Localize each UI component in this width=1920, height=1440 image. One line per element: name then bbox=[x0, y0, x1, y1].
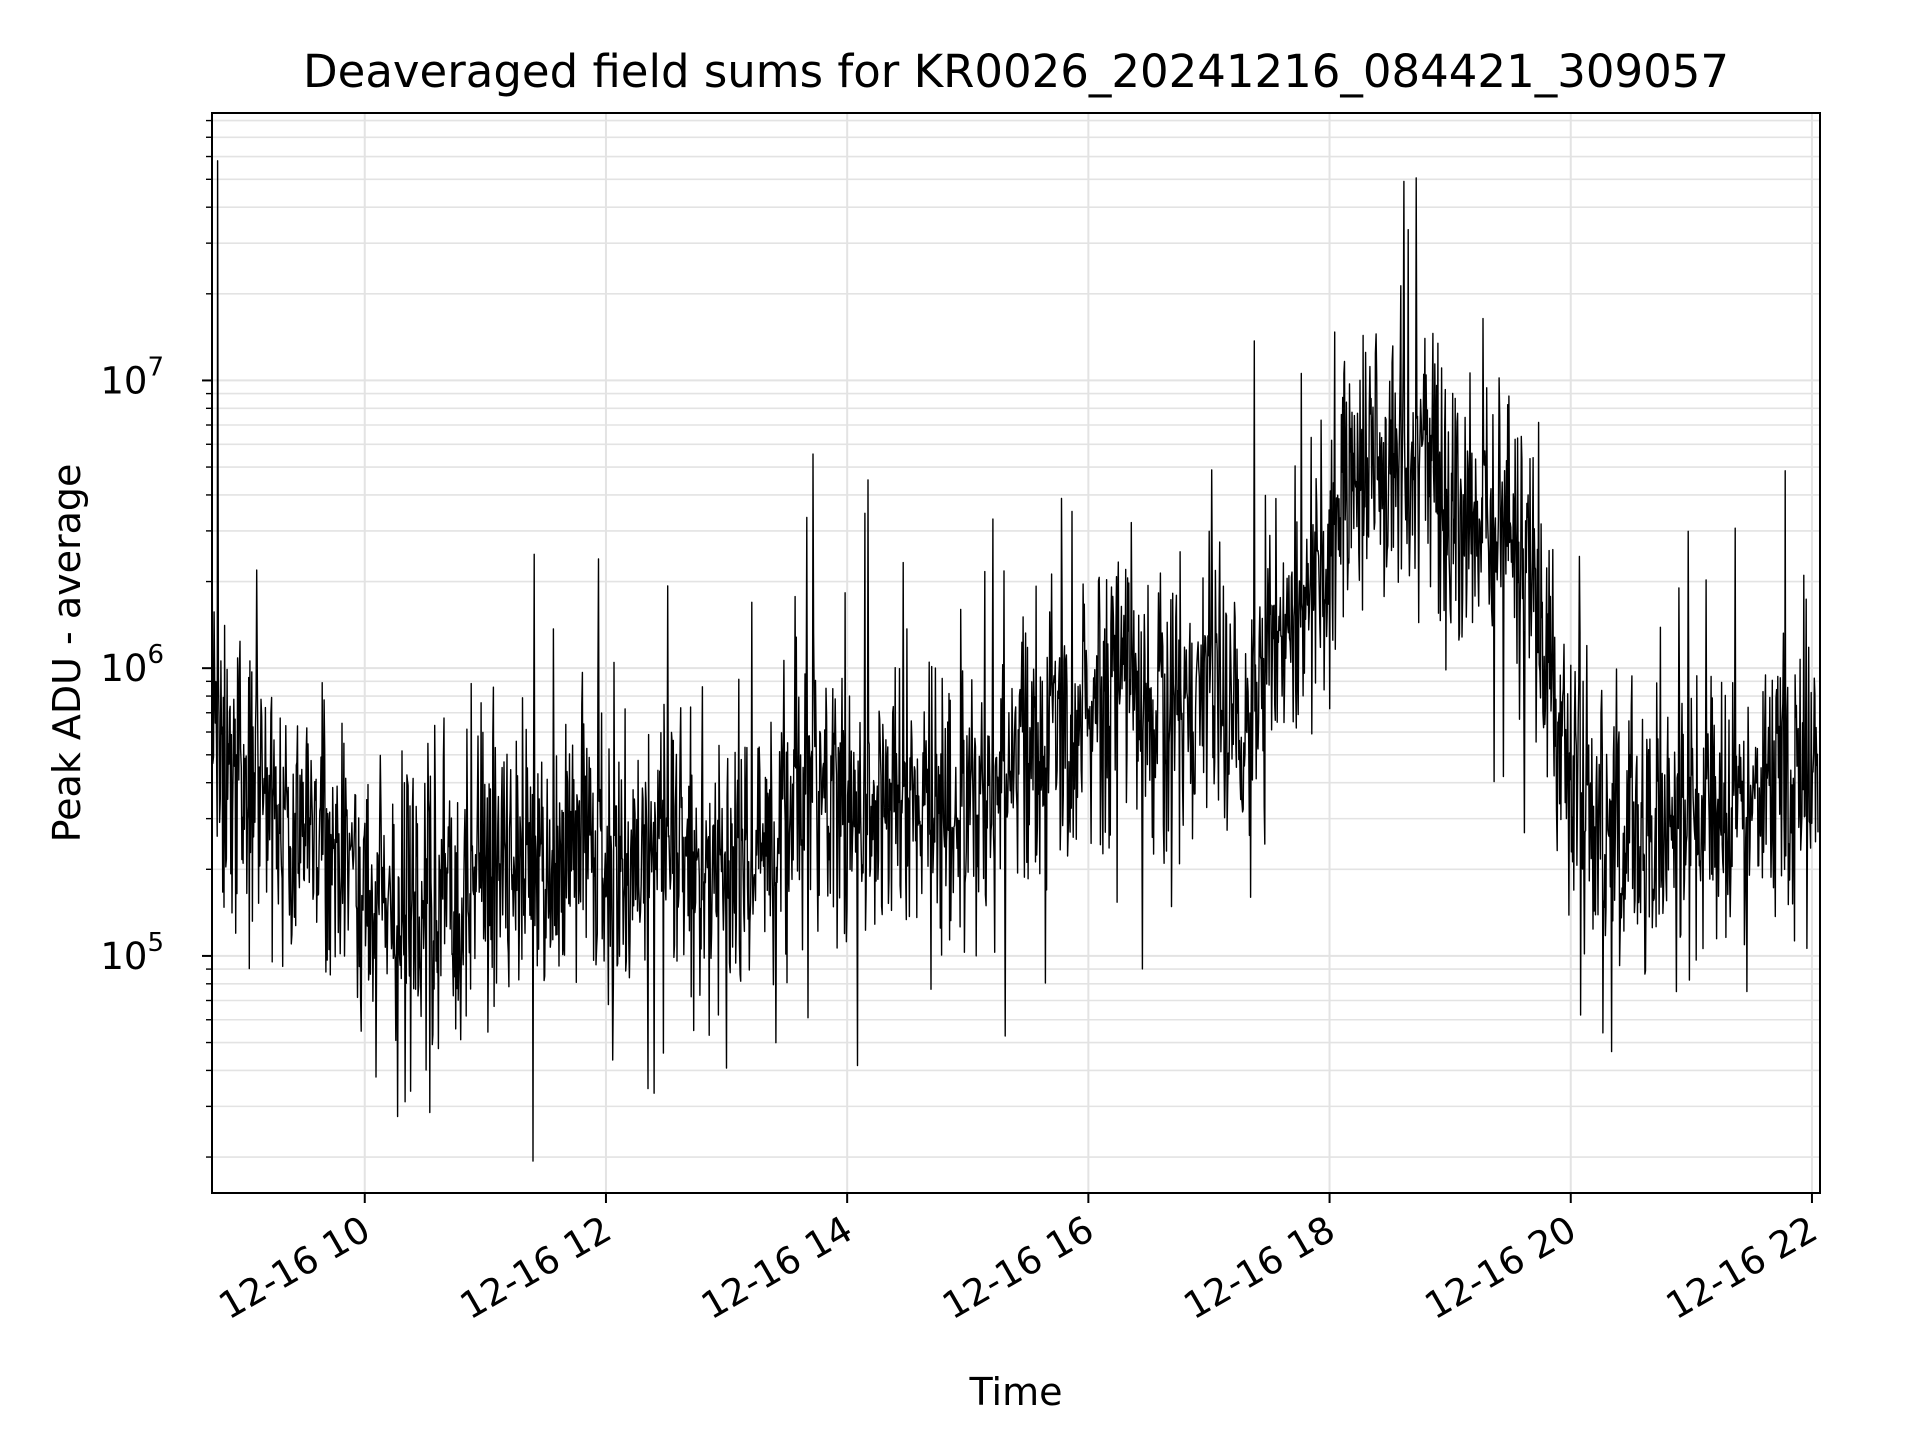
y-tick-label: 107 bbox=[100, 352, 164, 402]
series-line-0 bbox=[212, 160, 1819, 1162]
y-tick-label: 105 bbox=[100, 928, 164, 978]
x-tick-label: 12-16 12 bbox=[453, 1208, 619, 1328]
x-tick-label: 12-16 16 bbox=[935, 1208, 1101, 1328]
series-layer bbox=[212, 160, 1819, 1162]
plot-frame bbox=[211, 112, 1821, 1194]
y-axis-label: Peak ADU - average bbox=[45, 464, 89, 843]
x-tick-label: 12-16 14 bbox=[694, 1208, 860, 1328]
x-tick-label: 12-16 20 bbox=[1418, 1208, 1584, 1328]
x-tick-label: 12-16 10 bbox=[212, 1208, 378, 1328]
x-tick-label: 12-16 18 bbox=[1176, 1208, 1342, 1328]
chart-title: Deaveraged field sums for KR0026_2024121… bbox=[303, 45, 1729, 98]
x-tick-label: 12-16 22 bbox=[1659, 1208, 1825, 1328]
x-axis-label: Time bbox=[969, 1370, 1063, 1414]
y-tick-label: 106 bbox=[100, 640, 164, 690]
